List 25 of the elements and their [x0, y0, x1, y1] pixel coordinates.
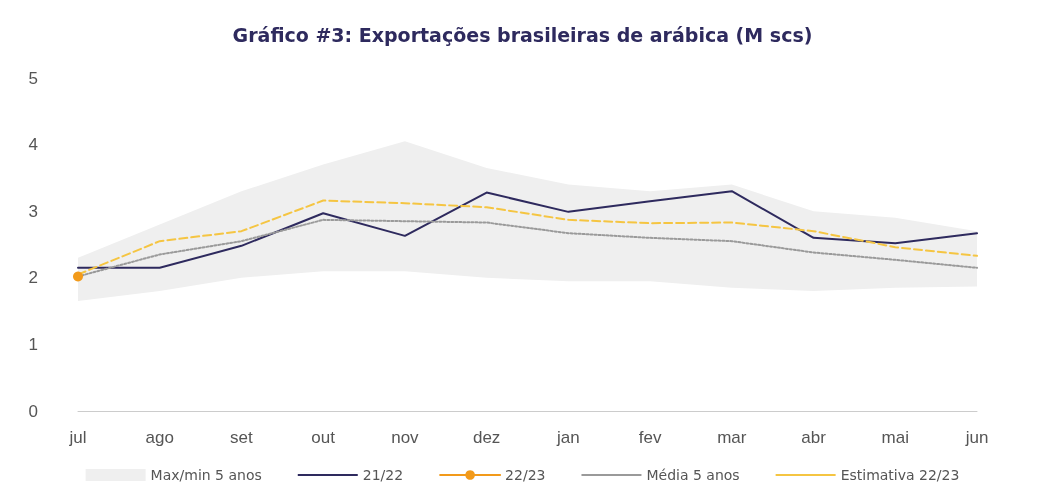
x-tick-label: mai [881, 428, 909, 447]
y-tick-label: 5 [28, 68, 38, 88]
x-tick-label: nov [391, 428, 420, 447]
x-tick-label: out [311, 428, 336, 447]
y-tick-label: 1 [28, 334, 38, 354]
x-tick-label: jan [556, 428, 580, 447]
x-tick-label: jul [68, 428, 87, 447]
legend-label: Média 5 anos [646, 467, 740, 483]
x-tick-label: set [230, 428, 254, 447]
legend-label: 21/22 [362, 467, 404, 483]
y-tick-label: 2 [28, 268, 38, 288]
y-tick-label: 4 [28, 135, 38, 155]
x-tick-label: mar [717, 428, 747, 447]
x-tick-label: dez [472, 428, 501, 447]
y-tick-label: 0 [28, 401, 38, 421]
legend-label: 22/23 [505, 467, 546, 483]
chart-title: Gráfico #3: Exportações brasileiras de arábica (M scs) [232, 23, 813, 46]
x-tick-label: abr [801, 428, 827, 447]
legend-label: Max/min 5 anos [150, 467, 262, 483]
line-series [77, 190, 978, 269]
legend-label: Estimativa 22/23 [840, 467, 960, 483]
x-tick-label: ago [145, 428, 174, 447]
x-tick-label: jun [964, 428, 989, 447]
x-tick-label: fev [638, 428, 662, 447]
y-tick-label: 3 [28, 201, 38, 221]
